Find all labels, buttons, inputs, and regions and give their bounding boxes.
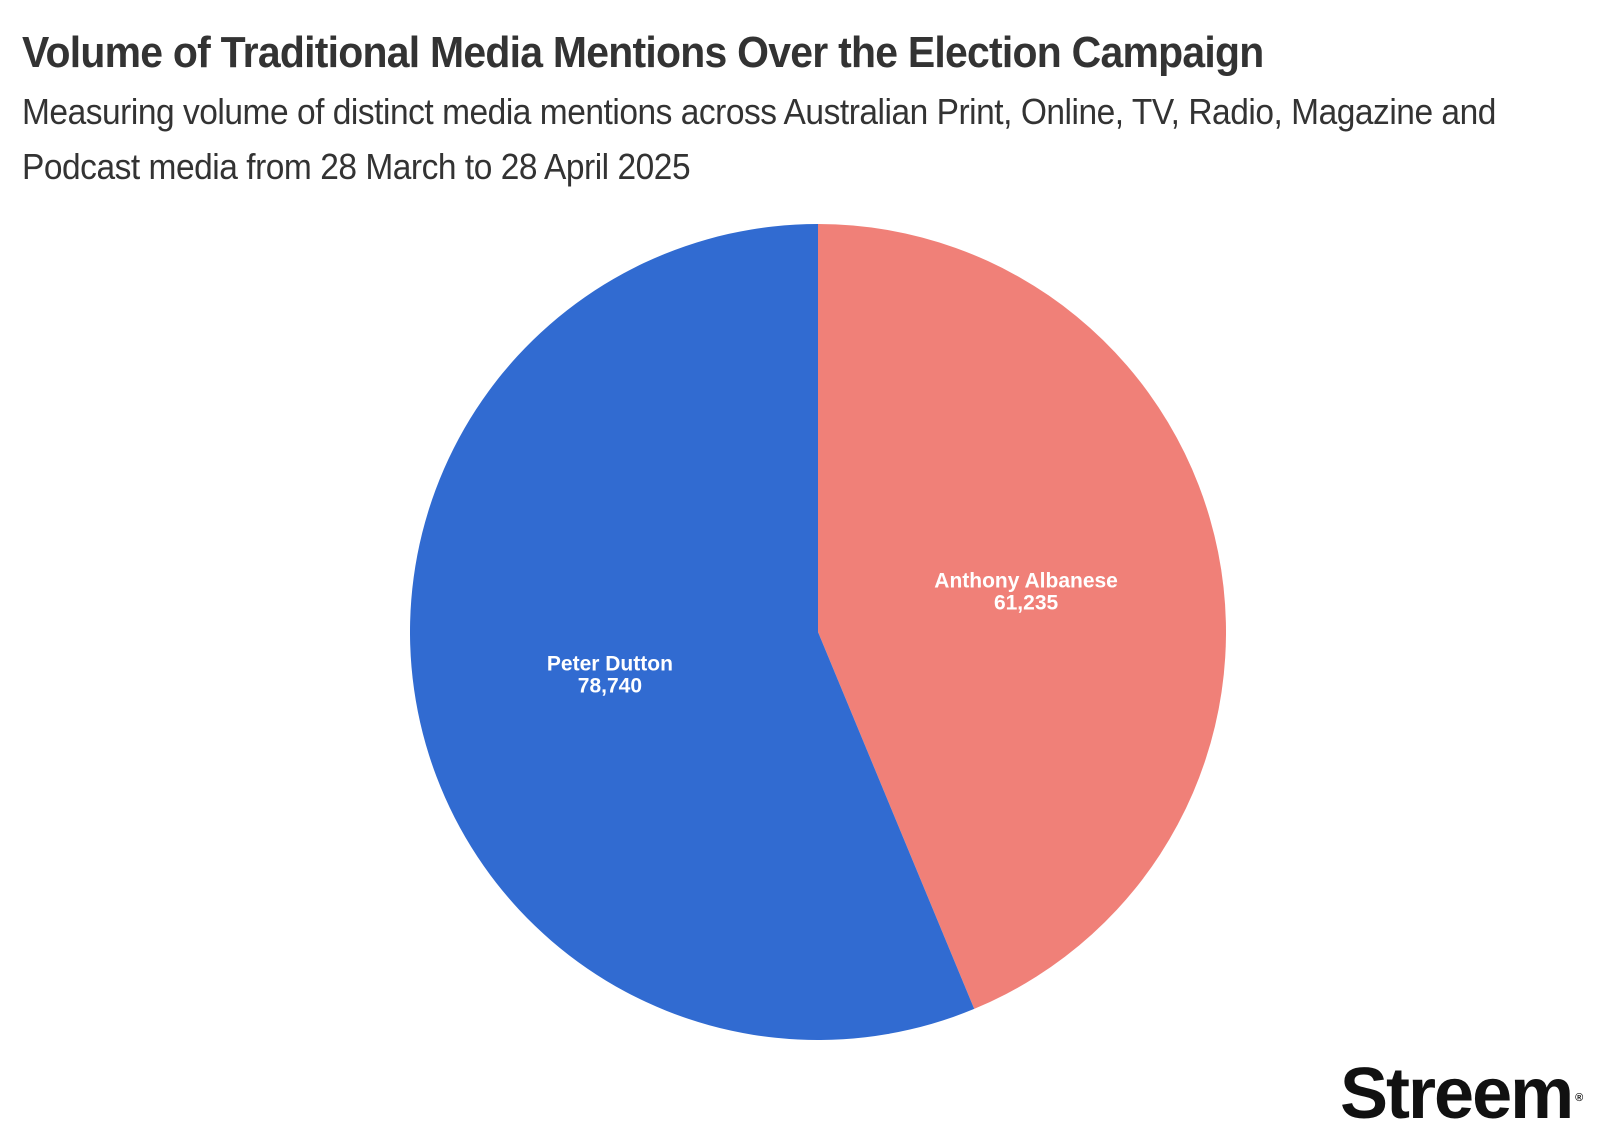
pie-slice-peter-dutton [410,224,975,1040]
pie-slice-anthony-albanese [818,224,1227,1009]
slice-label-name: Anthony Albanese [934,570,1118,593]
pie-slices [410,224,1227,1040]
registered-mark: ® [1575,1092,1584,1104]
streem-logo: Streem ® [1340,1058,1584,1130]
logo-text: Streem [1340,1054,1574,1134]
chart-title: Volume of Traditional Media Mentions Ove… [22,28,1264,77]
slice-label-name: Peter Dutton [547,652,673,675]
slice-label-value: 78,740 [578,674,642,697]
slice-label-value: 61,235 [994,592,1059,615]
chart-subtitle: Measuring volume of distinct media menti… [22,91,1496,187]
chart-header: Volume of Traditional Media Mentions Ove… [22,22,1602,194]
